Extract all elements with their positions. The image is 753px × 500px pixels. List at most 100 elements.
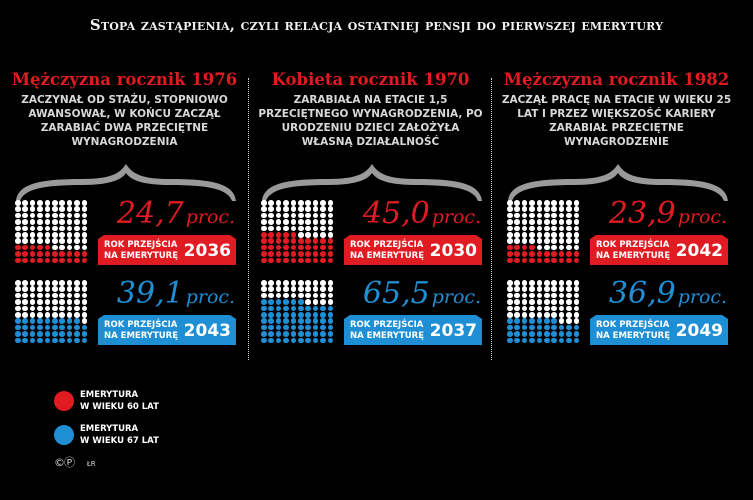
grid-dot	[551, 225, 557, 232]
grid-dot	[59, 280, 65, 286]
replacement-rate: 24,7 proc.	[106, 196, 246, 231]
grid-dot	[15, 324, 21, 331]
grid-dot	[283, 231, 289, 238]
grid-dot	[15, 251, 21, 257]
grid-dot	[312, 251, 319, 257]
grid-dot	[51, 238, 58, 244]
grid-dot	[297, 238, 304, 244]
grid-dot	[290, 305, 297, 312]
grid-dot	[536, 212, 543, 219]
grid-dot	[268, 238, 274, 244]
grid-dot	[37, 299, 43, 305]
grid-dot	[59, 305, 65, 312]
grid-dot	[37, 292, 43, 299]
grid-dot	[74, 225, 80, 232]
grid-dot	[268, 257, 274, 264]
legend-label: W WIEKU 60 LAT	[80, 402, 159, 412]
grid-dot	[261, 219, 267, 225]
grid-dot	[44, 318, 51, 324]
grid-dot	[521, 311, 528, 318]
grid-dot	[297, 244, 304, 251]
grid-dot	[81, 311, 88, 318]
grid-dot	[305, 292, 311, 299]
badge-label: ROK PRZEJŚCIA	[350, 320, 424, 330]
grid-dot	[507, 206, 513, 212]
column-divider	[248, 78, 249, 360]
grid-dot	[290, 311, 297, 318]
grid-dot	[51, 337, 58, 344]
grid-dot	[507, 225, 513, 232]
grid-dot	[44, 231, 51, 238]
grid-dot	[275, 244, 282, 251]
grid-dot	[551, 292, 557, 299]
grid-dot	[521, 286, 528, 292]
grid-dot	[573, 251, 580, 257]
grid-dot	[573, 299, 580, 305]
grid-dot	[305, 244, 311, 251]
grid-dot	[573, 206, 580, 212]
grid-dot	[297, 318, 304, 324]
grid-dot	[521, 257, 528, 264]
grid-dot	[320, 299, 326, 305]
grid-dot	[29, 318, 36, 324]
grid-dot	[521, 299, 528, 305]
grid-dot	[37, 231, 43, 238]
grid-dot	[81, 286, 88, 292]
grid-dot	[261, 251, 267, 257]
grid-dot	[305, 212, 311, 219]
grid-dot	[290, 200, 297, 206]
grid-dot	[22, 286, 28, 292]
grid-dot	[51, 318, 58, 324]
grid-dot	[268, 331, 274, 337]
grid-dot	[507, 292, 513, 299]
rate-unit: proc.	[431, 286, 482, 308]
grid-dot	[275, 324, 282, 331]
grid-dot	[320, 318, 326, 324]
grid-dot	[59, 251, 65, 257]
grid-dot	[507, 219, 513, 225]
grid-dot	[37, 286, 43, 292]
grid-dot	[81, 305, 88, 312]
grid-dot	[268, 231, 274, 238]
grid-dot	[268, 212, 274, 219]
grid-dot	[37, 244, 43, 251]
profile-heading: Kobieta rocznik 1970	[271, 70, 470, 89]
grid-dot	[37, 251, 43, 257]
retirement-year: 2042	[675, 241, 723, 261]
grid-dot	[15, 225, 21, 232]
grid-dot	[297, 200, 304, 206]
dot-grid	[15, 280, 89, 344]
grid-dot	[312, 257, 319, 264]
grid-dot	[51, 219, 58, 225]
grid-dot	[59, 257, 65, 264]
grid-dot	[529, 331, 535, 337]
grid-dot	[44, 200, 51, 206]
grid-dot	[15, 231, 21, 238]
grid-dot	[74, 324, 80, 331]
blue-dot-icon	[54, 425, 74, 445]
grid-dot	[514, 311, 520, 318]
grid-dot	[37, 219, 43, 225]
grid-dot	[536, 311, 543, 318]
grid-dot	[81, 231, 88, 238]
grid-dot	[327, 251, 334, 257]
grid-dot	[529, 318, 535, 324]
grid-dot	[275, 212, 282, 219]
badge-label: ROK PRZEJŚCIA	[350, 240, 424, 250]
grid-dot	[558, 331, 565, 337]
grid-dot	[290, 286, 297, 292]
grid-dot	[514, 324, 520, 331]
grid-dot	[283, 280, 289, 286]
grid-dot	[59, 337, 65, 344]
grid-dot	[297, 286, 304, 292]
grid-dot	[51, 280, 58, 286]
retirement-year-badge: ROK PRZEJŚCIA NA EMERYTURĘ 2043	[98, 315, 236, 345]
grid-dot	[37, 331, 43, 337]
grid-dot	[66, 299, 73, 305]
grid-dot	[283, 212, 289, 219]
grid-dot	[29, 200, 36, 206]
grid-dot	[543, 244, 550, 251]
grid-dot	[566, 292, 572, 299]
grid-dot	[290, 292, 297, 299]
grid-dot	[327, 331, 334, 337]
